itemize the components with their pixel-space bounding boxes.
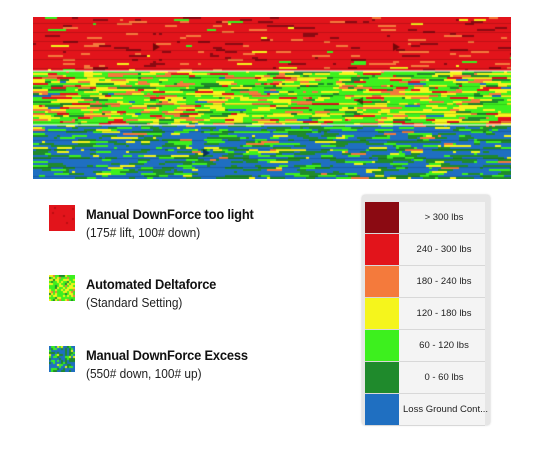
swatch-excess — [49, 346, 75, 372]
scale-color-swatch — [365, 394, 399, 425]
scale-color-swatch — [365, 266, 399, 297]
scale-row: 240 - 300 lbs — [365, 234, 485, 266]
scale-label: 0 - 60 lbs — [424, 372, 464, 383]
scale-row: > 300 lbs — [365, 202, 485, 234]
scale-label: 60 - 120 lbs — [419, 340, 469, 351]
scale-label: Loss Ground Cont... — [403, 404, 489, 415]
legend-subtitle: (175# lift, 100# down) — [86, 226, 201, 240]
scale-row: Loss Ground Cont... — [365, 394, 489, 426]
scale-label: > 300 lbs — [424, 212, 464, 223]
legend-title: Automated Deltaforce — [86, 276, 217, 292]
scale-row: 0 - 60 lbs — [365, 362, 485, 394]
scale-row: 60 - 120 lbs — [365, 330, 485, 362]
field-map-canvas — [33, 17, 511, 179]
scale-row: 180 - 240 lbs — [365, 266, 485, 298]
legend-subtitle: (550# down, 100# up) — [86, 367, 202, 381]
scale-label: 180 - 240 lbs — [416, 276, 472, 287]
scale-color-swatch — [365, 330, 399, 361]
scale-color-swatch — [365, 202, 399, 233]
legend-title: Manual DownForce Excess — [86, 347, 248, 363]
downforce-field-map — [33, 17, 511, 179]
scale-row: 120 - 180 lbs — [365, 298, 485, 330]
scale-label: 120 - 180 lbs — [416, 308, 472, 319]
scale-color-swatch — [365, 234, 399, 265]
scale-color-swatch — [365, 362, 399, 393]
scale-color-swatch — [365, 298, 399, 329]
swatch-too-light — [49, 205, 75, 231]
swatch-automated — [49, 275, 75, 301]
scale-label: 240 - 300 lbs — [416, 244, 472, 255]
legend-title: Manual DownForce too light — [86, 206, 254, 222]
downforce-scale-panel: > 300 lbs 240 - 300 lbs 180 - 240 lbs 12… — [362, 195, 490, 426]
legend-subtitle: (Standard Setting) — [86, 296, 183, 310]
